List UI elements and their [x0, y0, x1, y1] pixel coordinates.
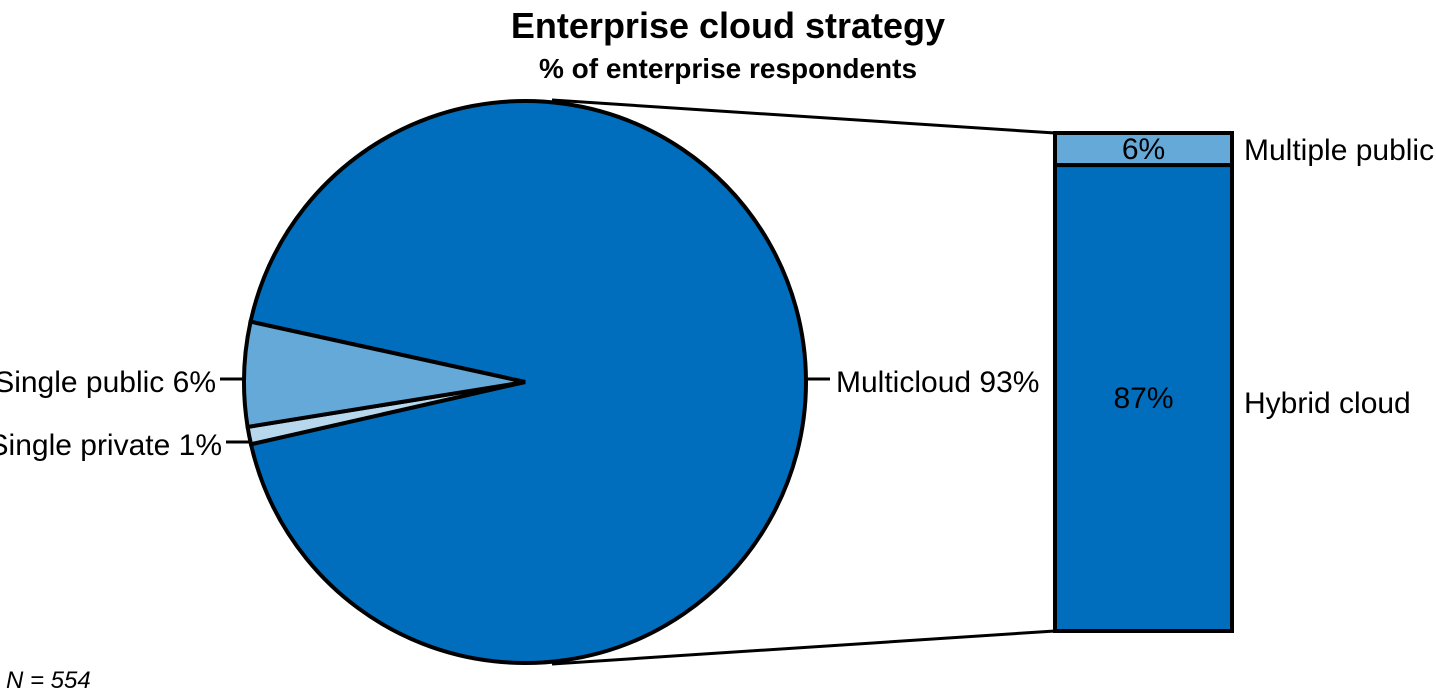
bar-segment-multiple-public	[1053, 131, 1234, 168]
bar-segment-name: Hybrid cloud	[1244, 387, 1411, 420]
bar-segment-hybrid-cloud	[1053, 163, 1234, 633]
connector-line-top	[551, 98, 1056, 135]
bar-value-label: 87%	[1113, 382, 1173, 415]
bar-segment-name: Multiple public	[1244, 134, 1434, 167]
chart-subtitle: % of enterprise respondents	[539, 53, 917, 84]
pie-slice-single-public	[242, 319, 526, 430]
pie: Multicloud 93% Single public 6% Single pri…	[0, 99, 1039, 665]
pie-label: Multicloud 93%	[836, 366, 1039, 399]
bar-value-label: 6%	[1122, 133, 1165, 166]
connector-line-bottom	[551, 629, 1056, 666]
breakdown-bar: 6% Multiple public 87% Hybrid cloud	[551, 98, 1434, 666]
pie-slice-multicloud	[248, 99, 808, 665]
pie-label: Single public 6%	[0, 366, 216, 399]
sample-size-note: N = 554	[6, 667, 91, 694]
pie-label: Single private 1%	[0, 429, 222, 462]
chart-title: Enterprise cloud strategy	[511, 5, 945, 46]
